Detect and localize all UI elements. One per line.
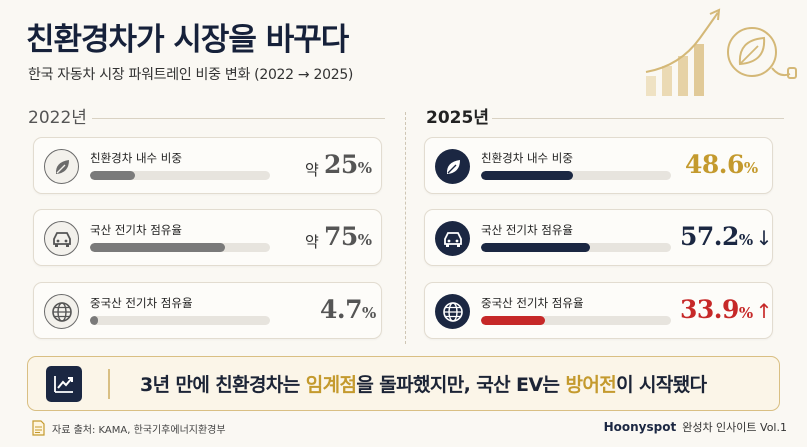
progress-track — [481, 316, 671, 325]
progress-track — [90, 171, 270, 180]
value: 75% — [324, 222, 372, 251]
footer-brand: Hoonyspot 완성차 인사이트 Vol.1 — [604, 419, 787, 435]
progress-fill — [481, 171, 574, 180]
banner-highlight-threshold: 임계점 — [305, 374, 357, 396]
banner-text: 3년 만에 친환경차는 임계점을 돌파했지만, 국산 EV는 방어전이 시작됐다 — [140, 370, 707, 397]
progress-track — [90, 243, 270, 252]
card-label: 중국산 전기차 점유율 — [90, 296, 193, 310]
progress-fill — [90, 171, 135, 180]
value-number: 4.7 — [320, 295, 363, 324]
banner-highlight-defense: 방어전 — [565, 374, 617, 396]
progress-track — [481, 171, 671, 180]
progress-fill — [481, 243, 590, 252]
progress-fill — [90, 243, 225, 252]
value: 48.6% — [685, 150, 758, 179]
value: 33.9% ↑ — [680, 295, 772, 324]
page-title: 친환경차가 시장을 바꾸다 — [26, 22, 349, 58]
progress-fill — [90, 316, 99, 325]
banner-text-part1: 3년 만에 친환경차는 — [140, 374, 306, 396]
trend-chart-icon — [46, 366, 82, 402]
value-number: 57.2 — [680, 222, 739, 251]
value-unit: % — [743, 159, 758, 177]
document-icon — [32, 420, 45, 436]
card-2025-domestic-ev-share: 국산 전기차 점유율 57.2% ↓ — [424, 209, 773, 266]
card-label: 국산 전기차 점유율 — [90, 223, 182, 237]
summary-banner: 3년 만에 친환경차는 임계점을 돌파했지만, 국산 EV는 방어전이 시작됐다 — [27, 356, 780, 411]
up-arrow-icon: ↑ — [755, 299, 773, 323]
brand-name: Hoonyspot — [603, 420, 677, 434]
value-prefix: 약 — [305, 233, 319, 251]
banner-text-part2: 을 돌파했지만, 국산 EV는 — [356, 374, 566, 396]
card-label: 친환경차 내수 비중 — [481, 151, 573, 165]
card-2022-eco-share: 친환경차 내수 비중 약 25% — [33, 137, 382, 194]
year-2022-divider — [92, 118, 385, 119]
value-number: 48.6 — [685, 150, 744, 179]
progress-track — [90, 316, 270, 325]
card-label: 국산 전기차 점유율 — [481, 223, 573, 237]
value-prefix: 약 — [305, 161, 319, 179]
card-2022-chinese-ev-share: 중국산 전기차 점유율 4.7% — [33, 282, 382, 339]
down-arrow-icon: ↓ — [755, 226, 773, 250]
growth-leaf-decoration-icon — [645, 8, 797, 96]
value: 4.7% — [320, 295, 376, 324]
source-text: 자료 출처: KAMA, 한국기후에너지환경부 — [52, 424, 226, 436]
card-label: 중국산 전기차 점유율 — [481, 296, 584, 310]
source-note: 자료 출처: KAMA, 한국기후에너지환경부 — [32, 420, 226, 436]
card-2025-chinese-ev-share: 중국산 전기차 점유율 33.9% ↑ — [424, 282, 773, 339]
value-number: 33.9 — [680, 295, 739, 324]
column-divider — [405, 112, 406, 344]
value-number: 75 — [324, 222, 358, 251]
value-unit: % — [357, 159, 372, 177]
car-icon — [435, 221, 470, 256]
banner-divider — [108, 369, 110, 399]
page-subtitle: 한국 자동차 시장 파워트레인 비중 변화 (2022 → 2025) — [28, 67, 354, 83]
leaf-icon — [435, 149, 470, 184]
value-unit: % — [357, 231, 372, 249]
value-number: 25 — [324, 150, 358, 179]
leaf-icon — [44, 149, 79, 184]
globe-icon — [435, 294, 470, 329]
value-unit: % — [362, 304, 376, 322]
series-name: 완성차 인사이트 Vol.1 — [682, 421, 787, 434]
card-2022-domestic-ev-share: 국산 전기차 점유율 약 75% — [33, 209, 382, 266]
banner-text-part3: 이 시작됐다 — [616, 374, 707, 396]
value-unit: % — [738, 231, 753, 249]
year-2025-divider — [492, 118, 784, 119]
year-2022-label: 2022년 — [28, 108, 87, 128]
globe-icon — [44, 294, 79, 329]
card-label: 친환경차 내수 비중 — [90, 151, 182, 165]
value-unit: % — [738, 304, 753, 322]
year-2025-label: 2025년 — [426, 108, 489, 128]
progress-track — [481, 243, 671, 252]
card-2025-eco-share: 친환경차 내수 비중 48.6% — [424, 137, 773, 194]
value: 25% — [324, 150, 372, 179]
progress-fill — [481, 316, 546, 325]
car-icon — [44, 221, 79, 256]
value: 57.2% ↓ — [680, 222, 772, 251]
